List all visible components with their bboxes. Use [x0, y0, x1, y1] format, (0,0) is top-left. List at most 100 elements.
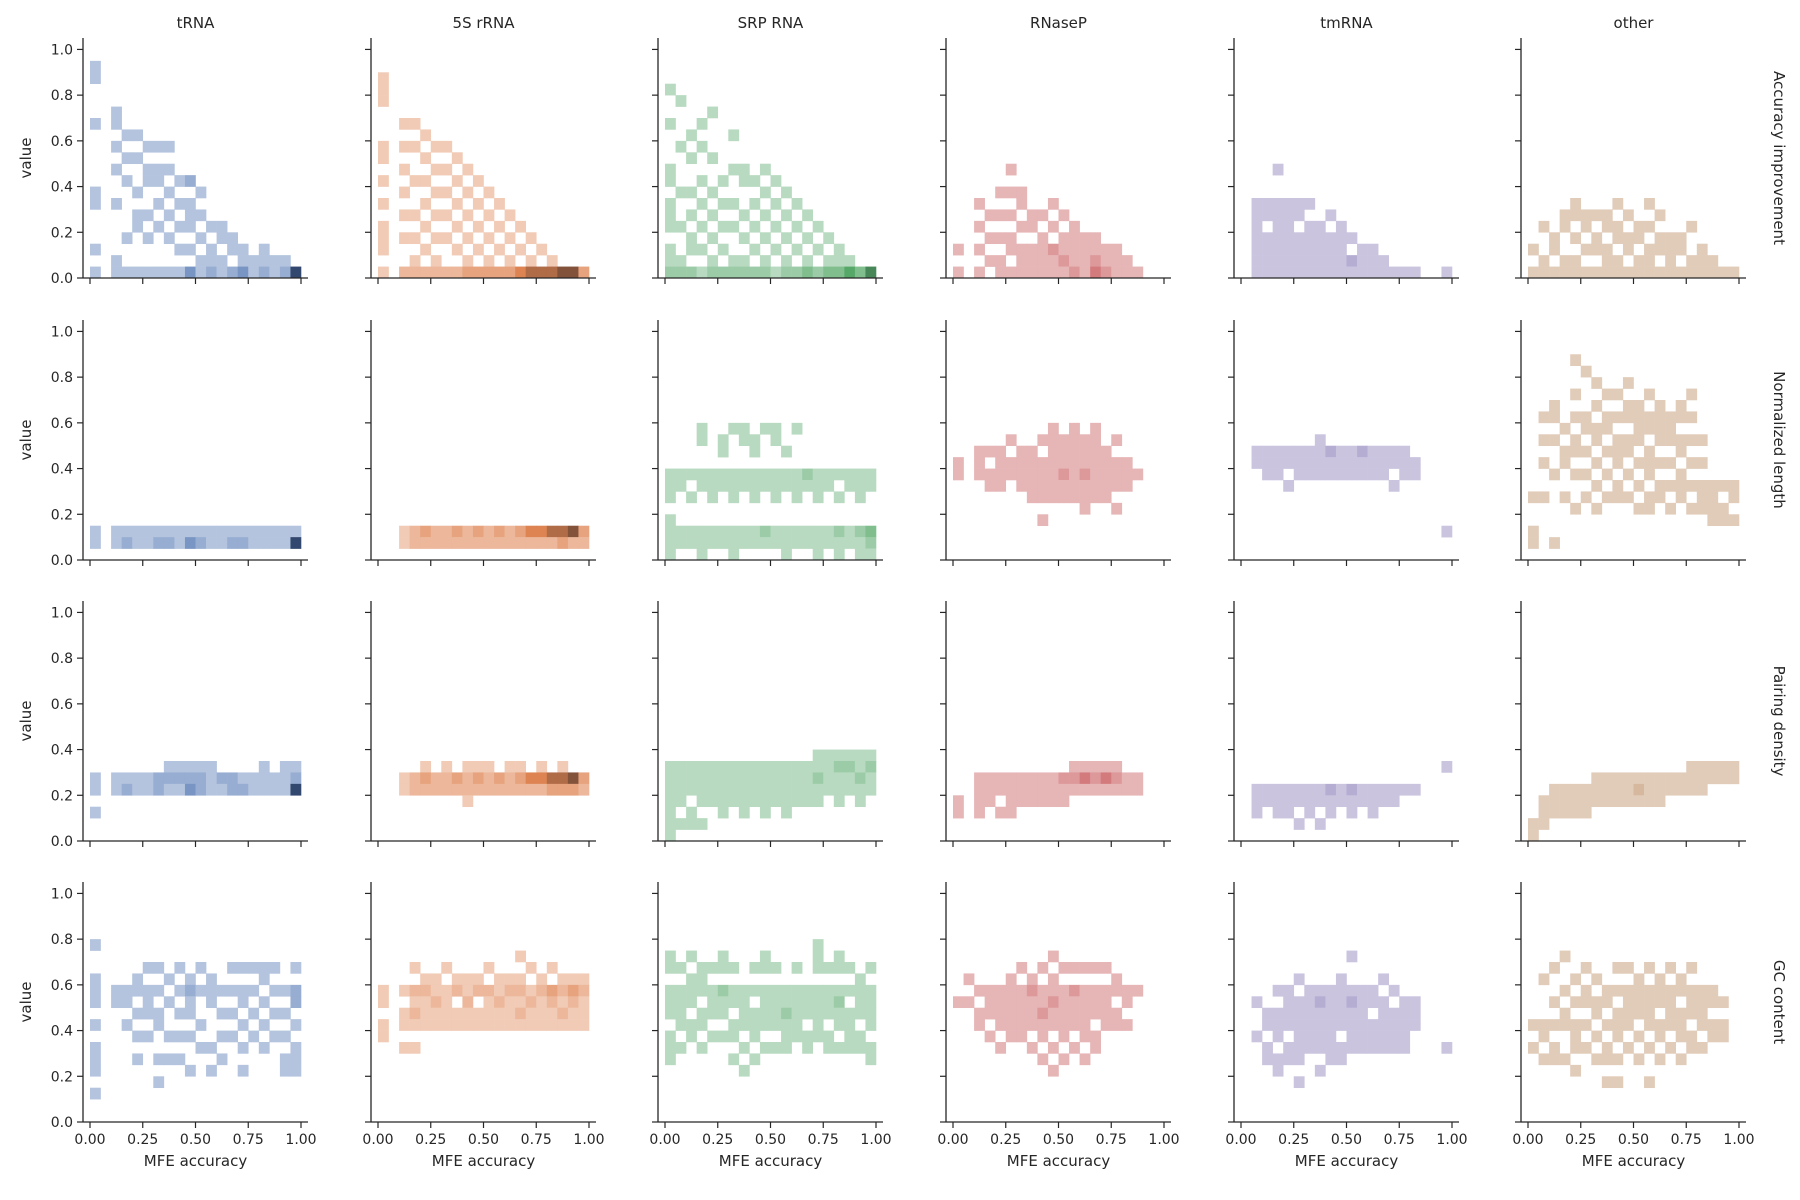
- histogram-cell: [984, 783, 996, 796]
- histogram-cell: [1111, 480, 1123, 492]
- histogram-cell: [1293, 266, 1305, 279]
- histogram-cell: [675, 772, 687, 785]
- histogram-cell: [707, 480, 719, 492]
- histogram-cell: [665, 468, 676, 481]
- histogram-cell: [494, 772, 505, 785]
- histogram-cell: [781, 525, 792, 538]
- histogram-cell: [90, 939, 101, 951]
- histogram-cell: [237, 783, 249, 796]
- histogram-cell: [441, 525, 453, 538]
- histogram-cell: [195, 1042, 207, 1054]
- histogram-cell: [1325, 806, 1337, 819]
- histogram-cell: [1580, 411, 1592, 424]
- histogram-cell: [1090, 984, 1101, 997]
- histogram-cell: [1399, 468, 1411, 481]
- histogram-cell: [1665, 1007, 1676, 1020]
- histogram-cell: [1601, 1019, 1613, 1031]
- histogram-cell: [802, 984, 813, 997]
- histogram-cell: [1612, 795, 1624, 808]
- histogram-cell: [420, 525, 432, 538]
- histogram-cell: [90, 266, 101, 279]
- histogram-cell: [1591, 772, 1603, 785]
- histogram-cell: [781, 468, 792, 481]
- histogram-cell: [1335, 266, 1347, 279]
- histogram-cell: [1069, 984, 1080, 997]
- x-axis-label: MFE accuracy: [432, 1152, 536, 1170]
- histogram-cell: [696, 548, 708, 561]
- histogram-cell: [195, 537, 207, 549]
- histogram-cell: [1293, 1007, 1305, 1020]
- histogram-cell: [1717, 502, 1729, 515]
- histogram-cell: [1037, 255, 1049, 267]
- histogram-cell: [269, 266, 281, 279]
- histogram-cell: [237, 243, 249, 256]
- histogram-cell: [430, 996, 442, 1009]
- histogram-cell: [665, 548, 676, 561]
- histogram-cell: [1121, 996, 1133, 1009]
- histogram-cell: [1570, 1064, 1582, 1077]
- x-tick-label: 1.00: [573, 1132, 604, 1148]
- histogram-cell: [1304, 1042, 1316, 1054]
- histogram-cell: [1058, 1053, 1070, 1066]
- histogram-cell: [1047, 772, 1059, 785]
- histogram-cell: [1549, 795, 1560, 808]
- histogram-cell: [759, 996, 771, 1009]
- histogram-cell: [237, 1019, 249, 1031]
- histogram-cell: [717, 243, 729, 256]
- histogram-cell: [1069, 266, 1080, 279]
- histogram-cell: [142, 962, 154, 974]
- histogram-cell: [953, 795, 964, 808]
- histogram-cell: [1665, 984, 1676, 997]
- histogram-cell: [1728, 266, 1740, 279]
- histogram-cell: [90, 118, 101, 130]
- histogram-cell: [1262, 243, 1273, 256]
- x-tick-label: 0.75: [521, 1132, 552, 1148]
- histogram-cell: [1612, 772, 1624, 785]
- histogram-cell: [90, 60, 101, 73]
- histogram-cell: [206, 220, 217, 233]
- histogram-cell: [279, 772, 291, 785]
- histogram-cell: [174, 175, 186, 187]
- histogram-cell: [132, 1007, 144, 1020]
- histogram-cell: [1005, 984, 1017, 997]
- histogram-cell: [812, 996, 824, 1009]
- y-tick-label: 1.0: [51, 42, 73, 58]
- histogram-cell: [1037, 480, 1049, 492]
- y-tick-label: 0.4: [51, 1024, 73, 1040]
- histogram-cell: [451, 525, 463, 538]
- histogram-cell: [1570, 198, 1582, 210]
- histogram-cell: [1612, 434, 1624, 447]
- histogram-cell: [1622, 243, 1634, 256]
- histogram-cell: [1686, 783, 1698, 796]
- histogram-cell: [378, 243, 389, 256]
- histogram-cell: [409, 140, 421, 153]
- histogram-cell: [1111, 1007, 1123, 1020]
- histogram-cell: [451, 152, 463, 165]
- histogram-cell: [791, 772, 803, 785]
- histogram-cell: [1090, 422, 1101, 435]
- histogram-cell: [1612, 1053, 1624, 1066]
- histogram-cell: [1580, 209, 1592, 222]
- histogram-cell: [1633, 457, 1645, 469]
- histogram-cell: [1069, 491, 1080, 504]
- histogram-cell: [728, 422, 740, 435]
- histogram-cell: [1633, 783, 1645, 796]
- histogram-cell: [399, 140, 410, 153]
- histogram-cell: [1314, 1042, 1326, 1054]
- histogram-cell: [770, 772, 782, 785]
- histogram-cell: [1026, 480, 1038, 492]
- histogram-cell: [854, 491, 866, 504]
- histogram-cell: [441, 783, 453, 796]
- histogram-cell: [494, 220, 505, 233]
- x-tick-label: 0.50: [1043, 1132, 1074, 1148]
- histogram-cell: [206, 525, 217, 538]
- histogram-cell: [1314, 434, 1326, 447]
- histogram-cell: [132, 152, 144, 165]
- histogram-cell: [90, 1019, 101, 1031]
- histogram-cell: [409, 1019, 421, 1031]
- histogram-cell: [1262, 232, 1273, 245]
- histogram-cell: [504, 1007, 516, 1020]
- histogram-cell: [717, 984, 729, 997]
- x-tick-label: 0.75: [808, 1132, 839, 1148]
